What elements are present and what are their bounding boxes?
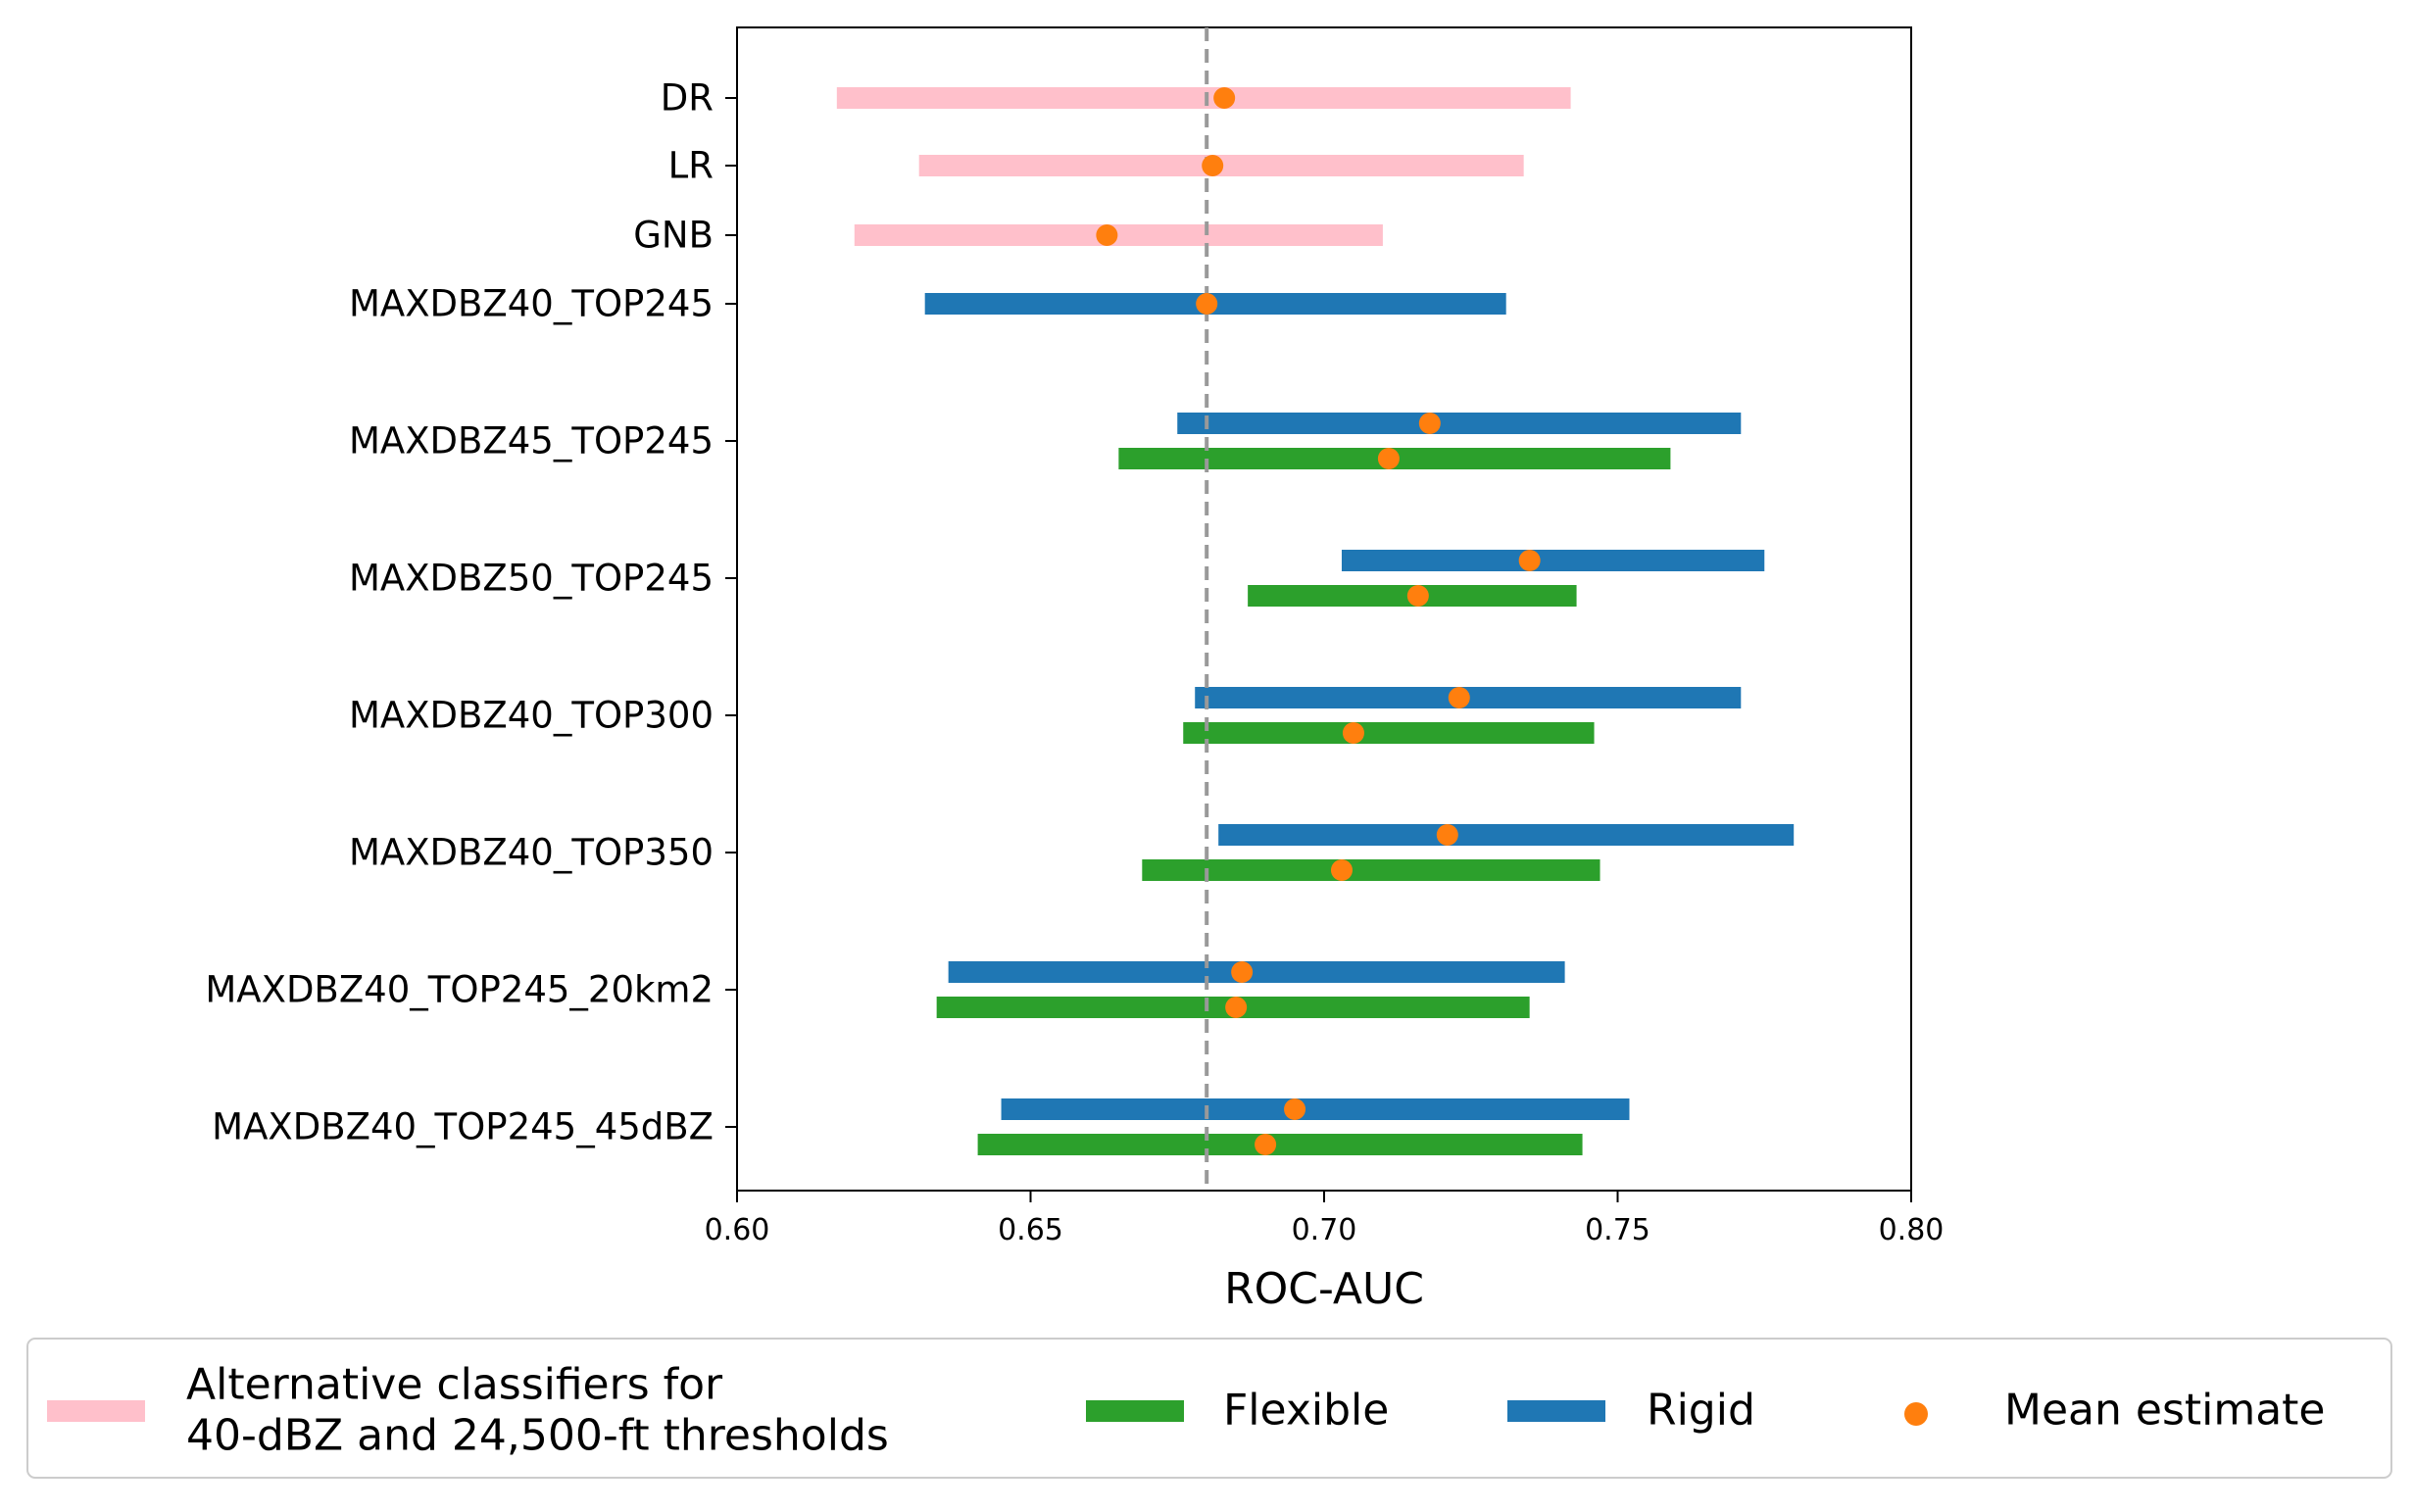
interval-bar-flexible xyxy=(1142,859,1600,881)
interval-bar-rigid xyxy=(1177,413,1742,434)
legend-box xyxy=(26,1338,2392,1479)
mean-marker xyxy=(1418,413,1441,434)
mean-marker xyxy=(1406,585,1429,607)
legend-swatch-rigid xyxy=(1507,1400,1605,1422)
mean-marker xyxy=(1213,87,1236,109)
interval-bar-rigid xyxy=(1001,1098,1630,1120)
mean-marker xyxy=(1342,722,1364,744)
interval-bar-rigid xyxy=(948,961,1565,983)
interval-bar-flexible xyxy=(977,1134,1583,1155)
legend-label-flexible: Flexible xyxy=(1223,1386,1389,1436)
x-tick-label: 0.80 xyxy=(1879,1213,1945,1247)
mean-marker xyxy=(1096,224,1118,246)
mean-marker xyxy=(1377,448,1400,469)
mean-marker xyxy=(1196,293,1218,315)
interval-bar-alternative xyxy=(836,87,1571,109)
x-tick-label: 0.75 xyxy=(1585,1213,1650,1247)
x-tick-label: 0.60 xyxy=(705,1213,770,1247)
y-tick-label: MAXDBZ50_TOP245 xyxy=(349,558,714,600)
y-tick-label: MAXDBZ40_TOP245_20km2 xyxy=(205,969,714,1011)
legend-swatch-alternative xyxy=(47,1400,145,1422)
legend-swatch-mean xyxy=(1904,1402,1928,1426)
x-tick-label: 0.70 xyxy=(1292,1213,1357,1247)
interval-bar-rigid xyxy=(1218,824,1795,846)
legend-swatch-flexible xyxy=(1086,1400,1184,1422)
y-tick-label: MAXDBZ40_TOP300 xyxy=(349,695,714,737)
y-tick-label: GNB xyxy=(633,215,714,257)
y-tick-label: MAXDBZ45_TOP245 xyxy=(349,420,714,463)
interval-bar-rigid xyxy=(1341,550,1765,571)
y-tick-label: MAXDBZ40_TOP245_45dBZ xyxy=(212,1106,714,1148)
mean-marker xyxy=(1225,997,1248,1018)
mean-marker xyxy=(1518,550,1541,571)
legend-label-mean: Mean estimate xyxy=(2004,1386,2326,1436)
mean-marker xyxy=(1448,687,1470,708)
mean-marker xyxy=(1231,961,1254,983)
x-axis-label: ROC-AUC xyxy=(1224,1264,1424,1314)
legend-label-alternative: 40-dBZ and 24,500-ft thresholds xyxy=(186,1411,889,1461)
interval-bar-alternative xyxy=(854,224,1383,246)
y-tick-label: MAXDBZ40_TOP350 xyxy=(349,832,714,874)
mean-marker xyxy=(1436,824,1458,846)
legend-label-rigid: Rigid xyxy=(1647,1386,1755,1436)
interval-bar-flexible xyxy=(1183,722,1595,744)
y-tick-label: MAXDBZ40_TOP245 xyxy=(349,283,714,325)
y-tick-label: LR xyxy=(668,145,714,187)
legend-label-alternative: Alternative classifiers for xyxy=(186,1360,723,1410)
mean-marker xyxy=(1202,155,1224,176)
mean-marker xyxy=(1255,1134,1277,1155)
mean-marker xyxy=(1330,859,1353,881)
x-tick-label: 0.65 xyxy=(998,1213,1063,1247)
mean-marker xyxy=(1284,1098,1306,1120)
y-tick-label: DR xyxy=(661,77,714,120)
